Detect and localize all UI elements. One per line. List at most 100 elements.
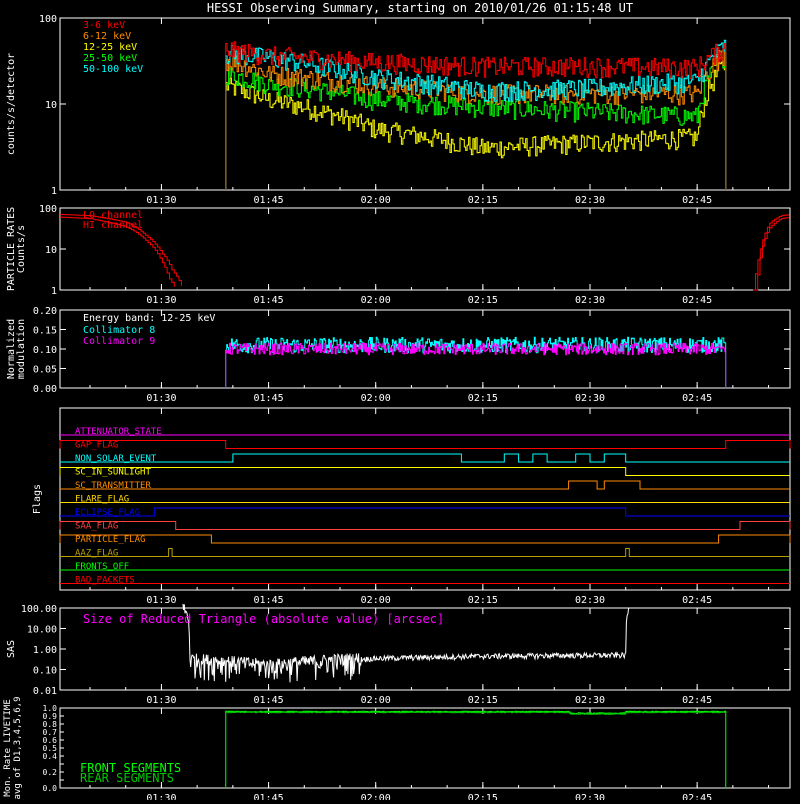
flag-line-9 [59,534,791,544]
y-axis-label: PARTICLE RATES [6,207,17,291]
particle-rise-1 [60,216,175,287]
legend-item-2: HI channel [83,220,143,231]
y-tick-label: 100.00 [21,604,57,615]
flag-label-1: ATTENUATOR_STATE [75,427,162,437]
flag-label-4: SC_IN_SUNLIGHT [75,468,151,478]
y-tick-label: 0.0 [43,784,58,793]
legend-item-3: 12-25 keV [83,42,137,53]
collimator-line-2 [225,342,727,388]
panel-1: 01:30 01:45 02:00 02:15 02:30 02:45 1 10 100 coun… [6,14,791,206]
x-tick-label: 02:00 [361,595,391,606]
y-axis-label: Mon. Rate LIVETIME [3,699,13,797]
x-tick-label: 01:45 [254,393,284,404]
x-tick-label: 02:30 [575,793,605,800]
flag-line-3 [60,453,790,463]
flag-label-2: GAP_FLAG [75,441,118,451]
x-tick-label: 02:00 [361,393,391,404]
panel-5: 01:30 01:45 02:00 02:15 02:30 02:45 0.01 0.10 1.… [6,603,791,706]
energy-band-annotation: Energy band: 12-25 keV [83,313,215,324]
panel-frame [59,407,791,591]
flag-line-8 [59,521,791,530]
x-tick-label: 01:30 [146,793,176,800]
x-tick-label: 02:15 [468,793,498,800]
x-tick-label: 02:00 [361,295,391,306]
flag-label-9: PARTICLE_FLAG [75,535,145,545]
x-tick-label: 02:15 [468,595,498,606]
y-tick-label: 1 [51,286,57,297]
series-line-1 [225,41,727,190]
panel-4: 01:30 01:45 02:00 02:15 02:30 02:45 Flags ATTEN… [32,407,791,606]
y-tick-label: 1 [51,186,57,197]
x-tick-label: 01:30 [146,695,176,706]
flag-label-7: ECLIPSE_FLAG [75,508,140,518]
y-tick-label: 0.05 [33,365,57,376]
y-tick-label: 0.00 [33,384,57,395]
flag-label-5: SC_TRANSMITTER [75,481,151,491]
flag-label-8: SAA_FLAG [75,522,118,532]
y-tick-label: 0.15 [33,326,57,337]
legend-item-1: 3-6 keV [83,20,125,31]
series-line-4 [225,50,727,190]
flag-line-4 [59,467,790,476]
x-tick-label: 01:30 [146,195,176,206]
panel-2: 01:30 01:45 02:00 02:15 02:30 02:45 1 10 100 PART… [6,204,791,306]
x-tick-label: 02:00 [361,695,391,706]
panel-6: 01:30 01:45 02:00 02:15 02:30 02:45 0.0 0.2 0.4 0… [3,697,791,804]
y-tick-label: 0.10 [33,666,57,677]
x-tick-label: 02:15 [468,295,498,306]
x-tick-label: 02:30 [575,595,605,606]
y-tick-label: 1.00 [33,645,57,656]
x-tick-label: 02:45 [682,695,712,706]
x-tick-label: 02:45 [682,793,712,800]
legend-item-2: 6-12 keV [83,31,131,42]
flag-label-10: AAZ_FLAG [75,549,118,559]
flag-line-10 [60,548,790,557]
legend-item-4: 25-50 keV [83,53,137,64]
legend-item-5: 50-100 keV [83,64,143,75]
y-axis-label: Flags [32,484,43,514]
y-tick-label: 0.4 [43,752,58,761]
sas-line [182,603,630,683]
flag-line-7 [60,507,790,517]
x-tick-label: 01:45 [254,695,284,706]
y-tick-label: 100 [39,204,57,215]
x-tick-label: 02:45 [682,595,712,606]
y-axis-label: avg of D1,3,4,5,6,9 [13,697,23,800]
y-axis-label: modulation [16,319,27,379]
flag-label-12: BAD_PACKETS [75,576,135,586]
y-tick-label: 10 [45,245,57,256]
x-tick-label: 02:00 [361,195,391,206]
flag-line-5 [60,480,790,490]
x-tick-label: 01:45 [254,793,284,800]
y-axis-label: Normalized [6,319,17,379]
y-axis-label: Counts/s [16,225,27,273]
x-tick-label: 01:30 [146,393,176,404]
y-tick-label: 0.2 [43,768,58,777]
x-tick-label: 02:45 [682,295,712,306]
collimator-line-1 [225,336,727,388]
x-tick-label: 02:15 [468,393,498,404]
particle-rise-2 [60,213,182,286]
y-tick-label: 0.8 [43,720,58,729]
y-tick-label: 10.00 [27,625,57,636]
x-tick-label: 01:30 [146,295,176,306]
x-tick-label: 02:30 [575,393,605,404]
sas-annotation: Size of Reduced Triangle (absolute value… [83,612,444,626]
particle-rise-end-2 [753,214,790,291]
y-tick-label: 0.01 [33,686,57,697]
x-tick-label: 02:30 [575,195,605,206]
flag-label-11: FRONTS_OFF [75,562,129,572]
y-tick-label: 0.6 [43,736,58,745]
y-tick-label: 100 [39,14,57,25]
y-tick-label: 0.10 [33,345,57,356]
legend-item-1: FRONT SEGMENTS [80,761,181,775]
x-tick-label: 01:45 [254,295,284,306]
y-tick-label: 1.0 [43,704,58,713]
chart-title: HESSI Observing Summary, starting on 201… [207,1,633,15]
flag-label-3: NON_SOLAR_EVENT [75,454,157,464]
flag-label-6: FLARE_FLAG [75,495,129,505]
particle-rise-end-1 [755,217,790,291]
panel-3: 01:30 01:45 02:00 02:15 02:30 02:45 0.00 0.05 0.… [6,306,791,404]
x-tick-label: 01:30 [146,595,176,606]
